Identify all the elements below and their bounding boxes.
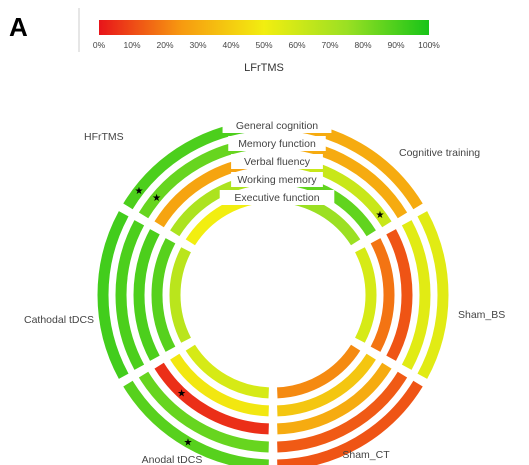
ring-segment xyxy=(123,380,269,465)
colorbar-tick-label: 70% xyxy=(321,40,338,50)
sector-label: Cathodal tDCS xyxy=(24,314,94,326)
ring-segment xyxy=(97,211,129,379)
ring-label-bg xyxy=(228,136,326,151)
colorbar-tick-label: 10% xyxy=(123,40,140,50)
ring-label-bg xyxy=(231,154,323,169)
radial-chart xyxy=(97,119,449,465)
ring-segment xyxy=(169,247,192,343)
colorbar-tick-label: 60% xyxy=(288,40,305,50)
ring-segment xyxy=(151,238,176,352)
ring-segment xyxy=(386,229,413,361)
ring-labels: General cognition Memory function Verbal f… xyxy=(219,118,335,205)
ring-segment xyxy=(138,371,269,453)
sector-labels: Cognitive training Sham_BS Sham_CT Anodal t… xyxy=(24,131,505,465)
colorbar-tick-label: 20% xyxy=(156,40,173,50)
ring-label: Memory function xyxy=(238,138,316,150)
panel-label: A xyxy=(9,12,28,42)
ring-segment xyxy=(354,247,377,343)
colorbar-gradient xyxy=(99,20,429,35)
sector-label: Cognitive training xyxy=(399,147,480,159)
significance-star: ★ xyxy=(184,438,193,449)
ring-label: Verbal fluency xyxy=(244,156,311,168)
ring-segment xyxy=(370,238,395,352)
ring-label-bg xyxy=(219,190,335,205)
colorbar-tick-label: 50% xyxy=(255,40,272,50)
ring-segment xyxy=(276,344,361,399)
ring-segment xyxy=(170,353,270,417)
ring-segment xyxy=(154,362,269,435)
ring-segment xyxy=(277,362,392,435)
sector-label: Sham_BS xyxy=(458,309,505,321)
colorbar-tick-label: 40% xyxy=(222,40,239,50)
colorbar-tick-label: 80% xyxy=(354,40,371,50)
ring-segment xyxy=(276,353,376,417)
ring-label-bg xyxy=(231,172,323,187)
ring-label: Executive function xyxy=(234,192,319,204)
sector-label: Sham_CT xyxy=(342,449,390,461)
ring-segment xyxy=(277,380,423,465)
ring-segment xyxy=(115,220,145,370)
colorbar-legend: 0% 10% 20% 30% 40% 50% 60% 70% 80% 90% 100% LFrTMS xyxy=(93,20,440,74)
sector-label: HFrTMS xyxy=(84,131,124,143)
colorbar-title: LFrTMS xyxy=(244,62,284,74)
ring-segment xyxy=(401,220,431,370)
significance-star: ★ xyxy=(135,186,144,197)
sector-label: Anodal tDCS xyxy=(142,454,203,465)
colorbar-tick-label: 100% xyxy=(418,40,440,50)
ring-label: Working memory xyxy=(237,174,317,186)
significance-star: ★ xyxy=(177,389,186,400)
significance-stars: ★ ★ ★ ★ ★ xyxy=(135,186,385,449)
significance-star: ★ xyxy=(376,210,385,221)
ring-label-bg xyxy=(222,118,332,133)
ring-segment xyxy=(133,229,160,361)
colorbar-tick-label: 30% xyxy=(189,40,206,50)
ring-segment xyxy=(417,211,449,379)
ring-segment xyxy=(277,371,408,453)
colorbar-tick-label: 0% xyxy=(93,40,106,50)
ring-segment xyxy=(185,344,270,399)
colorbar-tick-label: 90% xyxy=(387,40,404,50)
significance-star: ★ xyxy=(152,193,161,204)
colorbar-ticks: 0% 10% 20% 30% 40% 50% 60% 70% 80% 90% 100% xyxy=(93,40,440,50)
ring-label: General cognition xyxy=(236,120,318,132)
